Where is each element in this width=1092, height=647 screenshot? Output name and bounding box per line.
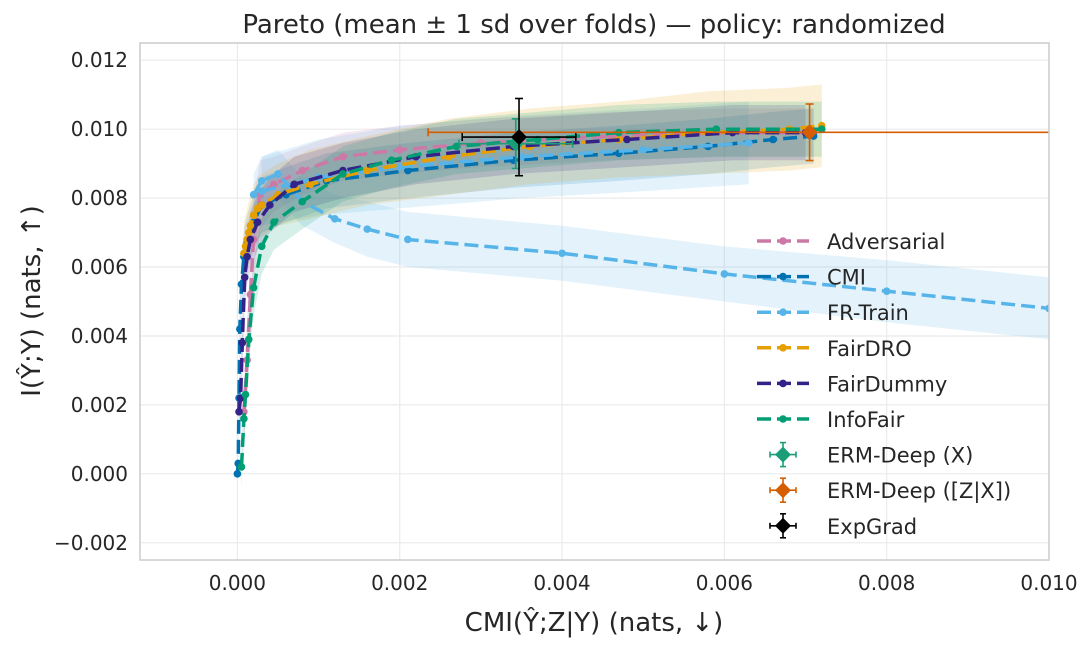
point-fairdummy (266, 201, 274, 209)
marker-erm-deep-z-x (801, 124, 818, 141)
plot-frame (139, 42, 1050, 561)
legend-label-adversarial: Adversarial (827, 230, 945, 254)
y-tick-label: 0.008 (71, 186, 128, 210)
legend-label-expgrad: ExpGrad (827, 515, 917, 539)
y-tick-label: 0.002 (71, 393, 128, 417)
point-fr-train (558, 249, 566, 258)
point-fr-train (744, 139, 753, 147)
point-fr-train (330, 214, 339, 223)
point-fairdro (244, 228, 253, 237)
y-tick-label: 0.006 (71, 255, 128, 279)
point-infofair (270, 218, 278, 227)
legend-marker-erm-deep-z-x (775, 482, 791, 499)
point-fr-train (274, 170, 282, 178)
legend-label-cmi: CMI (827, 266, 866, 290)
point-cmi (404, 166, 412, 175)
legend-label-fr-train: FR-Train (827, 301, 909, 325)
baseline-points (427, 97, 1049, 177)
point-fairdummy (290, 180, 299, 189)
legend-marker-cmi (779, 272, 787, 281)
y-tick-label: 0.012 (71, 48, 128, 72)
legend-label-fairdro: FairDRO (827, 337, 912, 361)
legend-marker-expgrad (775, 517, 791, 534)
point-fairdummy (238, 339, 247, 347)
point-adversarial (270, 180, 278, 189)
point-infofair (387, 156, 396, 164)
y-tick-label: 0.000 (71, 462, 128, 486)
legend-label-infofair: InfoFair (827, 408, 905, 432)
band-fr-train (253, 149, 1049, 340)
point-cmi (233, 470, 242, 478)
x-tick-label: 0.008 (858, 571, 915, 595)
point-fairdummy (243, 252, 251, 261)
point-infofair (298, 197, 307, 206)
point-fr-train (395, 163, 404, 171)
point-fairdro (257, 201, 266, 209)
point-cmi (769, 135, 777, 144)
y-tick-label: 0.004 (71, 324, 128, 348)
point-fairdummy (235, 407, 243, 416)
marker-expgrad (511, 129, 528, 146)
y-tick-label: −0.002 (54, 531, 128, 555)
point-fr-train (1045, 304, 1049, 313)
point-infofair (257, 242, 266, 251)
point-infofair (240, 414, 248, 423)
point-fairdro (363, 166, 372, 175)
point-fairdummy (623, 135, 631, 144)
point-fr-train (720, 270, 729, 278)
point-infofair (244, 335, 253, 344)
x-tick-label: 0.006 (696, 571, 753, 595)
point-fr-train (882, 287, 891, 295)
point-infofair (712, 125, 721, 133)
x-tick-label: 0.004 (533, 571, 590, 595)
x-axis-label: CMI(Ŷ;Z|Y) (nats, ↓) (465, 606, 724, 638)
point-fairdro (306, 180, 315, 189)
legend-marker-erm-deep-x (775, 446, 791, 463)
point-fairdummy (246, 235, 255, 244)
point-adversarial (339, 152, 347, 161)
x-tick-label: 0.000 (209, 571, 266, 595)
legend: Adversarial CMI FR-Train FairDRO FairDummy In… (757, 230, 1011, 539)
point-fr-train (257, 177, 266, 185)
legend-marker-fairdummy (779, 379, 787, 388)
x-tick-label: 0.002 (371, 571, 428, 595)
point-fairdro (249, 211, 258, 220)
band-cmi (237, 108, 814, 481)
point-infofair (339, 170, 347, 178)
point-infofair (241, 390, 250, 399)
legend-marker-adversarial (779, 237, 787, 245)
series-lines (233, 121, 1049, 478)
legend-marker-fairdro (779, 344, 787, 352)
y-axis-label: I(Ŷ;Y) (nats, ↑) (15, 205, 47, 397)
point-fr-train (404, 235, 412, 244)
point-fr-train (249, 190, 258, 199)
legend-label-erm-deep-x: ERM-Deep (X) (827, 444, 973, 468)
chart-title: Pareto (mean ± 1 sd over folds) — policy… (242, 10, 945, 40)
point-fairdummy (240, 273, 249, 282)
legend-marker-fr-train (779, 308, 787, 317)
point-fr-train (257, 187, 266, 196)
point-fairdro (246, 221, 255, 230)
point-fairdummy (253, 218, 262, 227)
point-fr-train (363, 225, 372, 233)
legend-label-fairdummy: FairDummy (827, 372, 947, 396)
band-fairdummy (239, 105, 806, 433)
point-adversarial (395, 146, 404, 154)
point-fr-train (639, 146, 647, 154)
point-infofair (237, 463, 246, 471)
point-infofair (249, 283, 258, 292)
x-tick-label: 0.010 (1020, 571, 1077, 595)
legend-marker-infofair (779, 415, 787, 423)
point-infofair (817, 125, 826, 133)
legend-label-erm-deep-z-x: ERM-Deep ([Z|X]) (827, 479, 1011, 504)
tick-labels: 0.000 0.002 0.004 0.006 0.008 0.010 −0.002 0.00… (54, 48, 1078, 595)
y-tick-label: 0.010 (71, 117, 128, 141)
point-adversarial (298, 166, 307, 175)
